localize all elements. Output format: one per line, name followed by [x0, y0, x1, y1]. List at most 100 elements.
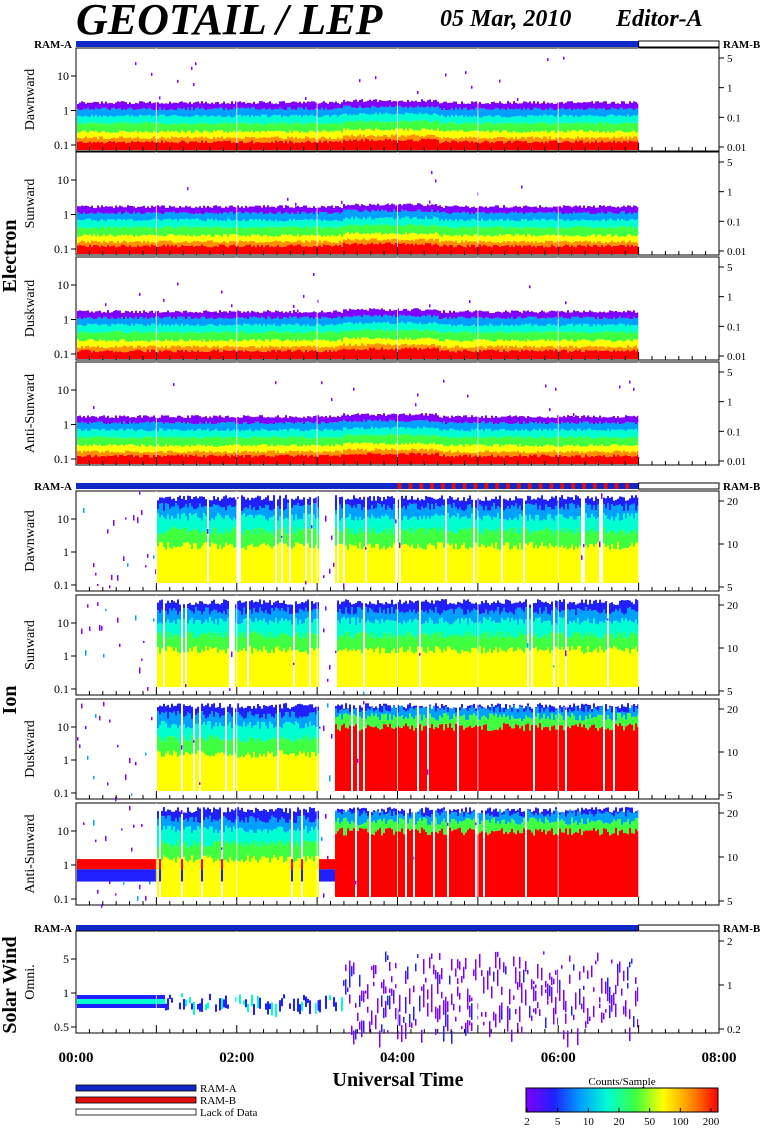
x-tick-label: 06:00 — [541, 1050, 576, 1066]
ram-b-label: RAM-B — [723, 39, 761, 51]
ram-b-segment — [506, 483, 511, 489]
ram-b-segment — [484, 483, 489, 489]
ram-b-segment — [527, 483, 532, 489]
right-tick-label: 5 — [727, 582, 733, 594]
right-tick-label: 1 — [727, 397, 733, 409]
left-tick-label: 10 — [57, 383, 69, 397]
left-tick-label: 0.1 — [54, 892, 69, 906]
right-tick-label: 0.1 — [727, 216, 741, 228]
colorbar-tick-label: 5 — [555, 1116, 561, 1128]
right-tick-label: 5 — [727, 157, 733, 169]
colorbar-tick-label: 2 — [524, 1116, 530, 1128]
ram-b-segment — [473, 483, 478, 489]
ram-b-segment — [603, 483, 608, 489]
plot-editor: Editor-A — [616, 6, 703, 32]
right-tick-label: 5 — [727, 790, 733, 802]
legend-label: RAM-A — [200, 1083, 237, 1095]
lack-of-data-bar — [638, 924, 720, 932]
ram-a-bar — [76, 41, 639, 47]
lack-of-data-bar — [638, 40, 720, 48]
ram-b-segment — [592, 483, 597, 489]
left-tick-label: 0.1 — [54, 682, 69, 696]
colorbar-tick-label: 50 — [644, 1116, 656, 1128]
ram-b-segment — [516, 483, 521, 489]
ram-b-segment — [451, 483, 456, 489]
right-tick-label: 0.1 — [727, 321, 741, 333]
right-tick-label: 2 — [727, 936, 733, 948]
ram-b-segment — [549, 483, 554, 489]
ram-b-segment — [581, 483, 586, 489]
right-tick-label: 0.01 — [727, 351, 746, 363]
left-tick-label: 1 — [63, 545, 69, 559]
x-tick-label: 02:00 — [219, 1050, 254, 1066]
ram-b-segment — [430, 483, 435, 489]
left-tick-label: 1 — [63, 418, 69, 432]
ram-b-segment — [440, 483, 445, 489]
panel-label: Anti-Sunward — [23, 374, 38, 453]
left-tick-label: 1 — [63, 208, 69, 222]
plot-date: 05 Mar, 2010 — [440, 6, 572, 32]
group-label-solar-wind: Solar Wind — [0, 936, 21, 1033]
left-tick-label: 0.1 — [54, 347, 69, 361]
ram-b-segment — [495, 483, 500, 489]
left-tick-label: 1 — [63, 986, 69, 1000]
colorbar-tick-label: 10 — [583, 1116, 595, 1128]
right-tick-label: 0.1 — [727, 112, 741, 124]
right-tick-label: 5 — [727, 367, 733, 379]
ram-b-label: RAM-B — [723, 923, 761, 935]
plot-title: GEOTAIL / LEP — [76, 0, 383, 44]
colorbar-title: Counts/Sample — [588, 1076, 655, 1088]
left-tick-label: 1 — [63, 649, 69, 663]
colorbar — [525, 1087, 719, 1113]
ram-b-segment — [560, 483, 565, 489]
ram-b-segment — [408, 483, 413, 489]
left-tick-label: 10 — [57, 69, 69, 83]
right-tick-label: 0.01 — [727, 456, 746, 468]
ram-b-segment — [614, 483, 619, 489]
ram-b-segment — [397, 483, 402, 489]
left-tick-label: 10 — [57, 824, 69, 838]
legend-label: Lack of Data — [200, 1107, 258, 1119]
ram-b-segment — [419, 483, 424, 489]
right-tick-label: 0.01 — [727, 142, 746, 154]
legend-swatch — [75, 1096, 197, 1104]
ram-a-bar — [76, 483, 639, 489]
left-tick-label: 0.5 — [54, 1020, 69, 1034]
left-tick-label: 0.1 — [54, 242, 69, 256]
colorbar-tick-label: 20 — [614, 1116, 626, 1128]
right-tick-label: 5 — [727, 896, 733, 908]
right-tick-label: 20 — [727, 704, 739, 716]
right-tick-label: 5 — [727, 262, 733, 274]
right-tick-label: 5 — [727, 686, 733, 698]
panel-label: Duskward — [23, 720, 38, 778]
panel-label: Sunward — [23, 620, 38, 670]
right-tick-label: 20 — [727, 600, 739, 612]
left-tick-label: 10 — [57, 173, 69, 187]
panel-label: Omni. — [23, 964, 38, 999]
right-tick-label: 10 — [727, 539, 739, 551]
ram-a-label: RAM-A — [34, 481, 72, 493]
right-tick-label: 20 — [727, 808, 739, 820]
left-tick-label: 0.1 — [54, 452, 69, 466]
right-tick-label: 5 — [727, 53, 733, 65]
group-label-electron: Electron — [0, 220, 21, 293]
left-tick-label: 0.1 — [54, 138, 69, 152]
right-tick-label: 0.01 — [727, 246, 746, 258]
left-tick-label: 1 — [63, 104, 69, 118]
panel-label: Duskward — [23, 280, 38, 338]
panel-label: Sunward — [23, 179, 38, 229]
x-tick-label: 04:00 — [380, 1050, 415, 1066]
left-tick-label: 1 — [63, 753, 69, 767]
left-tick-label: 5 — [63, 952, 69, 966]
colorbar-tick-label: 100 — [672, 1116, 689, 1128]
left-tick-label: 0.1 — [54, 786, 69, 800]
left-tick-label: 0.1 — [54, 578, 69, 592]
right-tick-label: 0.2 — [727, 1024, 741, 1036]
panel-label: Anti-Sunward — [23, 814, 38, 893]
left-tick-label: 10 — [57, 278, 69, 292]
left-tick-label: 10 — [57, 720, 69, 734]
ram-b-segment — [462, 483, 467, 489]
right-tick-label: 1 — [727, 187, 733, 199]
right-tick-label: 10 — [727, 747, 739, 759]
